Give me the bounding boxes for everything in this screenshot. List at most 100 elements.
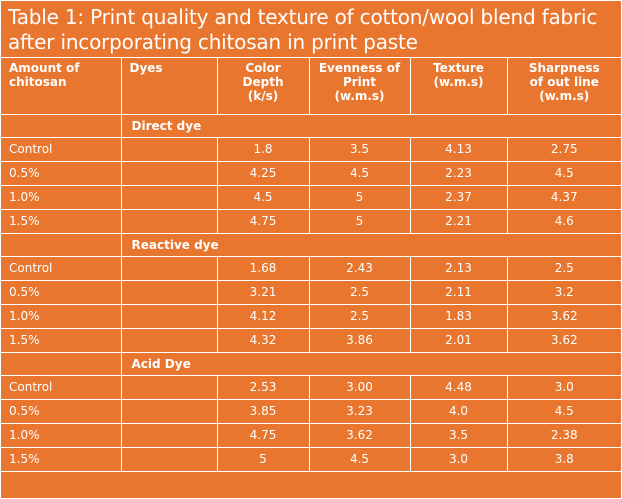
header-line: Texture (433, 61, 484, 75)
header-line: Evenness of (318, 61, 401, 75)
cell-sharpness: 3.8 (506, 446, 621, 472)
cell-evenness: 3.23 (308, 398, 411, 424)
header-line: Sharpness (528, 61, 600, 75)
cell-dyes (120, 327, 218, 353)
cell-amount: Control (1, 374, 122, 400)
header-line: Color (245, 61, 281, 75)
header-line: (w.m.s) (433, 75, 484, 89)
cell-texture: 2.21 (409, 208, 508, 234)
table-row: Control 1.8 3.5 4.13 2.75 (1, 136, 621, 162)
section-row: Reactive dye (1, 232, 621, 257)
header-evenness-of-print: Evenness of Print (w.m.s) (308, 58, 411, 115)
cell-color-depth: 2.53 (216, 374, 310, 400)
table-body: Direct dye Control 1.8 3.5 4.13 2.75 0.5% 4.25 4… (1, 113, 621, 472)
cell-dyes (120, 136, 218, 162)
table-row: Control 2.53 3.00 4.48 3.0 (1, 374, 621, 400)
cell-texture: 2.11 (409, 279, 508, 305)
cell-evenness: 4.5 (308, 446, 411, 472)
cell-evenness: 3.86 (308, 327, 411, 353)
cell-dyes (120, 279, 218, 305)
header-line: (k/s) (247, 89, 279, 103)
cell-sharpness: 2.5 (506, 255, 621, 281)
cell-sharpness: 3.0 (506, 374, 621, 400)
table-row: 1.0% 4.75 3.62 3.5 2.38 (1, 422, 621, 448)
cell-evenness: 5 (308, 184, 411, 210)
cell-sharpness: 4.6 (506, 208, 621, 234)
header-row: Amount of chitosan Dyes Color Depth (k/s) Even… (1, 58, 621, 115)
cell-color-depth: 4.25 (216, 160, 310, 186)
table-title-line-2: after incorporating chitosan in print pa… (8, 30, 418, 54)
cell-color-depth: 4.5 (216, 184, 310, 210)
section-label: Direct dye (120, 113, 621, 138)
cell-texture: 2.23 (409, 160, 508, 186)
cell-amount: 1.5% (1, 446, 122, 472)
cell-dyes (120, 374, 218, 400)
cell-amount: 1.0% (1, 303, 122, 329)
table-row: 1.0% 4.12 2.5 1.83 3.62 (1, 303, 621, 329)
cell-color-depth: 4.12 (216, 303, 310, 329)
cell-dyes (120, 446, 218, 472)
header-color-depth: Color Depth (k/s) (216, 58, 310, 115)
cell-color-depth: 3.85 (216, 398, 310, 424)
cell-evenness: 2.5 (308, 279, 411, 305)
cell-amount: Control (1, 255, 122, 281)
cell-dyes (120, 255, 218, 281)
cell-amount: 1.0% (1, 184, 122, 210)
cell-amount: 1.0% (1, 422, 122, 448)
cell-sharpness: 3.62 (506, 327, 621, 353)
table-row: Control 1.68 2.43 2.13 2.5 (1, 255, 621, 281)
data-table: Amount of chitosan Dyes Color Depth (k/s) Even… (1, 58, 621, 472)
header-line: chitosan (9, 75, 67, 89)
header-line: Amount of (9, 61, 80, 75)
table-row: 1.0% 4.5 5 2.37 4.37 (1, 184, 621, 210)
cell-amount: 1.5% (1, 327, 122, 353)
cell-amount: 0.5% (1, 279, 122, 305)
header-texture: Texture (w.m.s) (409, 58, 508, 115)
section-spacer-cell (1, 113, 122, 138)
cell-color-depth: 4.75 (216, 208, 310, 234)
cell-dyes (120, 160, 218, 186)
cell-texture: 2.37 (409, 184, 508, 210)
header-dyes: Dyes (120, 58, 218, 115)
table-row: 0.5% 3.85 3.23 4.0 4.5 (1, 398, 621, 424)
header-line: Print (342, 75, 377, 89)
header-sharpness-of-outline: Sharpness of out line (w.m.s) (506, 58, 621, 115)
cell-sharpness: 4.5 (506, 398, 621, 424)
table-title: Table 1: Print quality and texture of co… (1, 1, 621, 58)
cell-color-depth: 1.68 (216, 255, 310, 281)
cell-evenness: 2.43 (308, 255, 411, 281)
cell-dyes (120, 303, 218, 329)
header-line: (w.m.s) (334, 89, 385, 103)
cell-sharpness: 2.38 (506, 422, 621, 448)
cell-texture: 4.0 (409, 398, 508, 424)
cell-sharpness: 2.75 (506, 136, 621, 162)
table-row: 1.5% 5 4.5 3.0 3.8 (1, 446, 621, 472)
cell-texture: 4.48 (409, 374, 508, 400)
table-row: 1.5% 4.75 5 2.21 4.6 (1, 208, 621, 234)
cell-amount: 0.5% (1, 160, 122, 186)
cell-evenness: 3.62 (308, 422, 411, 448)
cell-texture: 3.0 (409, 446, 508, 472)
cell-evenness: 4.5 (308, 160, 411, 186)
section-row: Direct dye (1, 113, 621, 138)
cell-texture: 3.5 (409, 422, 508, 448)
cell-evenness: 3.00 (308, 374, 411, 400)
header-line: Dyes (129, 61, 163, 75)
cell-dyes (120, 208, 218, 234)
cell-dyes (120, 184, 218, 210)
section-label: Acid Dye (120, 351, 621, 376)
cell-color-depth: 3.21 (216, 279, 310, 305)
cell-sharpness: 3.62 (506, 303, 621, 329)
cell-texture: 2.13 (409, 255, 508, 281)
cell-texture: 1.83 (409, 303, 508, 329)
section-label: Reactive dye (120, 232, 621, 257)
section-spacer-cell (1, 351, 122, 376)
header-line: (w.m.s) (539, 89, 590, 103)
cell-texture: 2.01 (409, 327, 508, 353)
cell-dyes (120, 398, 218, 424)
section-spacer-cell (1, 232, 122, 257)
cell-sharpness: 3.2 (506, 279, 621, 305)
table-row: 0.5% 4.25 4.5 2.23 4.5 (1, 160, 621, 186)
cell-evenness: 2.5 (308, 303, 411, 329)
